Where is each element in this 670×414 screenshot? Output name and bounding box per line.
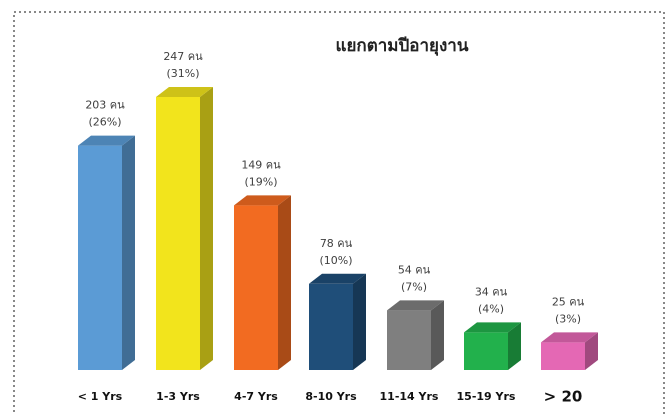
bar-side bbox=[508, 322, 521, 370]
bar bbox=[234, 195, 291, 370]
chart-border bbox=[13, 11, 665, 414]
bar-front bbox=[234, 205, 278, 370]
bar-side bbox=[585, 332, 598, 370]
x-tick-label: 4-7 Yrs bbox=[234, 390, 278, 403]
bar bbox=[387, 300, 444, 370]
value-label: 78 คน bbox=[320, 237, 353, 250]
x-tick-label: 1-3 Yrs bbox=[156, 390, 200, 403]
bar-top bbox=[156, 87, 213, 97]
percent-label: (3%) bbox=[555, 312, 581, 325]
x-tick-label: < 1 Yrs bbox=[78, 390, 123, 403]
bar-top bbox=[387, 300, 444, 311]
bar bbox=[309, 273, 366, 370]
bar bbox=[78, 135, 135, 370]
bar bbox=[156, 87, 213, 370]
x-tick-label: 8-10 Yrs bbox=[305, 390, 357, 403]
percent-label: (19%) bbox=[244, 175, 277, 188]
value-label: 25 คน bbox=[552, 295, 585, 308]
value-label: 54 คน bbox=[398, 263, 431, 276]
bar bbox=[464, 322, 521, 370]
chart-title: แยกตามปีอายุงาน bbox=[336, 35, 469, 56]
bar-front bbox=[156, 97, 200, 370]
percent-label: (31%) bbox=[166, 67, 199, 80]
x-tick-label: 15-19 Yrs bbox=[457, 390, 516, 403]
bar-front bbox=[464, 332, 508, 370]
bar-front bbox=[541, 342, 585, 370]
percent-label: (7%) bbox=[401, 280, 427, 293]
percent-label: (26%) bbox=[88, 116, 121, 129]
x-tick-label: 11-14 Yrs bbox=[380, 390, 439, 403]
bar-top bbox=[464, 322, 521, 333]
value-label: 203 คน bbox=[85, 99, 125, 112]
bar-side bbox=[278, 195, 291, 370]
bar-top bbox=[78, 135, 135, 146]
bar-front bbox=[78, 145, 122, 370]
value-label: 247 คน bbox=[163, 50, 203, 63]
bar-top bbox=[234, 195, 291, 206]
percent-label: (10%) bbox=[319, 254, 352, 267]
x-tick-label: > 20 bbox=[544, 388, 583, 406]
value-label: 34 คน bbox=[475, 285, 508, 298]
bar-top bbox=[541, 332, 598, 343]
bar-top bbox=[309, 273, 366, 284]
percent-label: (4%) bbox=[478, 302, 504, 315]
bar-side bbox=[122, 135, 135, 370]
value-label: 149 คน bbox=[241, 158, 281, 171]
bar-side bbox=[431, 300, 444, 370]
bar bbox=[541, 332, 598, 370]
bar-side bbox=[353, 273, 366, 370]
bar-front bbox=[387, 310, 431, 370]
bar-side bbox=[200, 87, 213, 370]
bar-front bbox=[309, 283, 353, 370]
